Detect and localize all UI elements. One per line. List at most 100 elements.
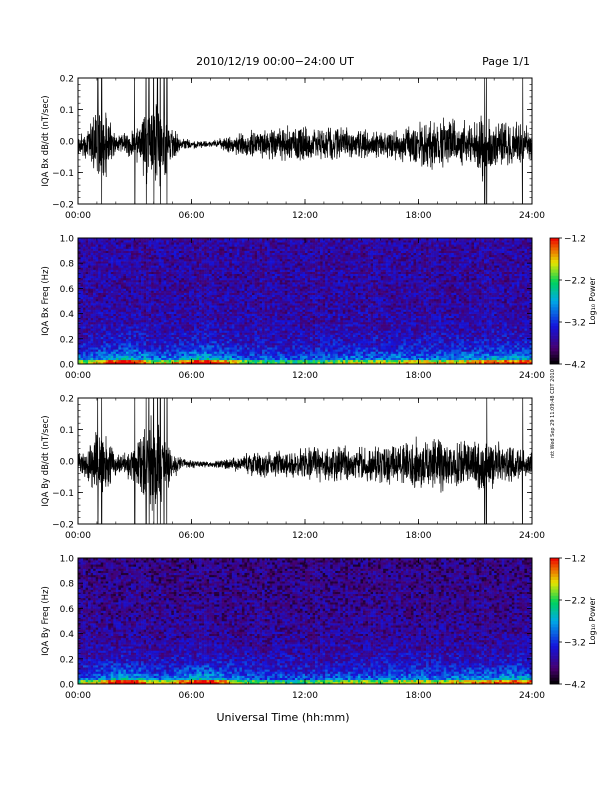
heatmap-cell: [229, 309, 233, 312]
heatmap-cell: [141, 259, 144, 262]
heatmap-cell: [221, 336, 225, 340]
heatmap-cell: [88, 252, 91, 256]
heatmap-cell: [166, 305, 170, 308]
heatmap-cell: [153, 309, 157, 312]
heatmap-cell: [90, 332, 94, 335]
heatmap-cell: [262, 259, 265, 262]
heatmap-cell: [83, 353, 86, 356]
heatmap-cell: [108, 317, 112, 321]
heatmap-cell: [78, 288, 81, 291]
heatmap-cell: [178, 347, 182, 350]
heatmap-cell: [204, 361, 207, 365]
heatmap-cell: [146, 322, 149, 325]
heatmap-cell: [118, 311, 122, 314]
heatmap-cell: [209, 282, 212, 285]
heatmap-cell: [110, 311, 114, 314]
heatmap-cell: [178, 288, 182, 291]
heatmap-cell: [181, 311, 185, 314]
heatmap-cell: [93, 256, 96, 260]
heatmap-cell: [136, 273, 139, 277]
heatmap-cell: [156, 328, 160, 331]
heatmap-cell: [133, 347, 137, 350]
heatmap-cell: [231, 340, 235, 344]
heatmap-cell: [123, 271, 127, 274]
heatmap-cell: [168, 265, 172, 268]
heatmap-cell: [224, 311, 228, 314]
heatmap-cell: [115, 292, 119, 295]
heatmap-cell: [252, 296, 255, 300]
heatmap-cell: [183, 263, 187, 266]
x-tick-label: 00:00: [65, 211, 91, 221]
heatmap-cell: [80, 265, 84, 268]
heatmap-cell: [125, 294, 129, 298]
heatmap-cell: [166, 296, 170, 300]
heatmap-cell: [85, 267, 89, 270]
heatmap-cell: [133, 275, 137, 279]
heatmap-cell: [249, 242, 253, 245]
heatmap-cell: [176, 355, 180, 358]
heatmap-cell: [161, 307, 165, 310]
heatmap-cell: [163, 238, 167, 241]
heatmap-cell: [204, 292, 207, 295]
heatmap-cell: [229, 244, 233, 247]
heatmap-cell: [166, 298, 170, 302]
heatmap-cell: [113, 301, 117, 304]
heatmap-cell: [148, 261, 152, 264]
heatmap-cell: [95, 254, 99, 258]
heatmap-cell: [206, 282, 210, 285]
heatmap-cell: [219, 273, 223, 277]
heatmap-cell: [196, 292, 200, 295]
heatmap-cell: [176, 307, 180, 310]
heatmap-cell: [241, 305, 245, 308]
heatmap-cell: [90, 334, 94, 337]
heatmap-cell: [100, 326, 104, 329]
heatmap-cell: [130, 338, 134, 342]
heatmap-cell: [100, 343, 104, 346]
heatmap-cell: [246, 347, 250, 350]
heatmap-cell: [141, 315, 144, 319]
heatmap-cell: [229, 269, 233, 272]
heatmap-cell: [254, 301, 258, 304]
heatmap-cell: [226, 313, 230, 316]
heatmap-cell: [83, 332, 86, 335]
heatmap-cell: [105, 261, 109, 264]
heatmap-cell: [249, 305, 253, 308]
heatmap-cell: [115, 282, 119, 285]
heatmap-cell: [191, 294, 195, 298]
heatmap-cell: [194, 357, 197, 361]
heatmap-cell: [166, 250, 170, 253]
heatmap-cell: [267, 345, 270, 348]
heatmap-cell: [199, 280, 202, 283]
heatmap-cell: [176, 294, 180, 298]
heatmap-cell: [236, 256, 240, 260]
heatmap-cell: [95, 353, 99, 356]
heatmap-cell: [108, 336, 112, 340]
heatmap-cell: [120, 282, 124, 285]
heatmap-cell: [148, 328, 152, 331]
heatmap-cell: [219, 238, 223, 241]
heatmap-cell: [80, 292, 84, 295]
heatmap-cell: [128, 296, 132, 300]
heatmap-cell: [236, 334, 240, 337]
heatmap-cell: [196, 359, 200, 363]
heatmap-cell: [130, 328, 134, 331]
heatmap-cell: [262, 280, 265, 283]
heatmap-cell: [224, 290, 228, 293]
heatmap-cell: [196, 361, 200, 365]
heatmap-cell: [148, 242, 152, 245]
heatmap-cell: [161, 349, 165, 352]
heatmap-cell: [108, 252, 112, 256]
heatmap-cell: [123, 359, 127, 363]
heatmap-cell: [128, 269, 132, 272]
heatmap-cell: [113, 307, 117, 310]
heatmap-cell: [118, 301, 122, 304]
heatmap-cell: [257, 242, 260, 245]
heatmap-cell: [90, 315, 94, 319]
heatmap-cell: [133, 303, 137, 306]
heatmap-cell: [204, 315, 207, 319]
heatmap-cell: [108, 284, 112, 287]
heatmap-cell: [78, 269, 81, 272]
heatmap-cell: [158, 309, 162, 312]
heatmap-cell: [201, 355, 205, 358]
heatmap-cell: [123, 290, 127, 293]
